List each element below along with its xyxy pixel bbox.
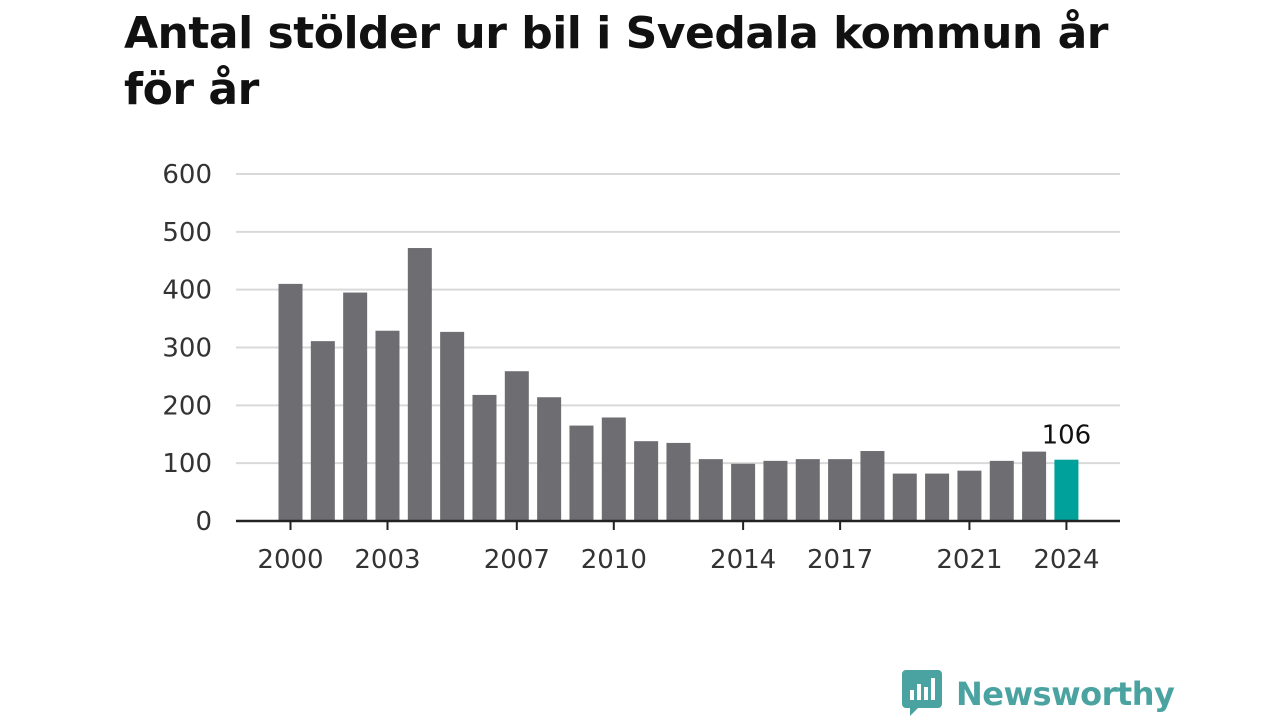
x-tick-label: 2000 — [257, 545, 323, 575]
bar — [504, 371, 529, 521]
bar — [763, 460, 788, 521]
bar — [989, 460, 1014, 521]
x-tick-label: 2010 — [581, 545, 647, 575]
x-tick-label: 2003 — [354, 545, 420, 575]
x-tick-label: 2014 — [710, 545, 776, 575]
chart-title: Antal stölder ur bil i Svedala kommun år… — [124, 8, 1108, 115]
bar — [828, 459, 853, 521]
x-tick-label: 2024 — [1033, 545, 1099, 575]
bar — [957, 470, 982, 521]
bar — [472, 394, 497, 521]
bar — [537, 397, 562, 521]
x-tick-label: 2017 — [807, 545, 873, 575]
y-tick-label: 400 — [162, 276, 212, 306]
y-tick-label: 0 — [195, 507, 212, 537]
bar — [892, 473, 917, 521]
y-tick-label: 200 — [162, 391, 212, 421]
bar — [440, 331, 465, 521]
bar — [569, 425, 594, 521]
data-label: 106 — [1042, 421, 1092, 451]
bar — [375, 330, 400, 521]
bar — [795, 459, 820, 521]
bar — [343, 292, 368, 521]
bar — [634, 441, 659, 521]
y-tick-label: 500 — [162, 218, 212, 248]
y-tick-label: 300 — [162, 334, 212, 364]
x-tick-label: 2007 — [484, 545, 550, 575]
bar — [310, 341, 335, 521]
bar — [601, 417, 626, 521]
y-tick-label: 600 — [162, 160, 212, 190]
newsworthy-logo: Newsworthy — [902, 670, 1175, 718]
newsworthy-brand-name: Newsworthy — [956, 675, 1175, 713]
bar — [698, 459, 723, 521]
bar — [1022, 451, 1047, 521]
newsworthy-logo-icon — [902, 670, 942, 716]
x-tick-label: 2021 — [936, 545, 1002, 575]
bar — [666, 442, 691, 521]
bar — [860, 451, 885, 521]
bar — [731, 463, 756, 521]
bar — [278, 283, 303, 521]
bar — [925, 473, 950, 521]
highlight-bar — [1054, 459, 1079, 521]
bar — [407, 248, 432, 521]
y-tick-label: 100 — [162, 449, 212, 479]
